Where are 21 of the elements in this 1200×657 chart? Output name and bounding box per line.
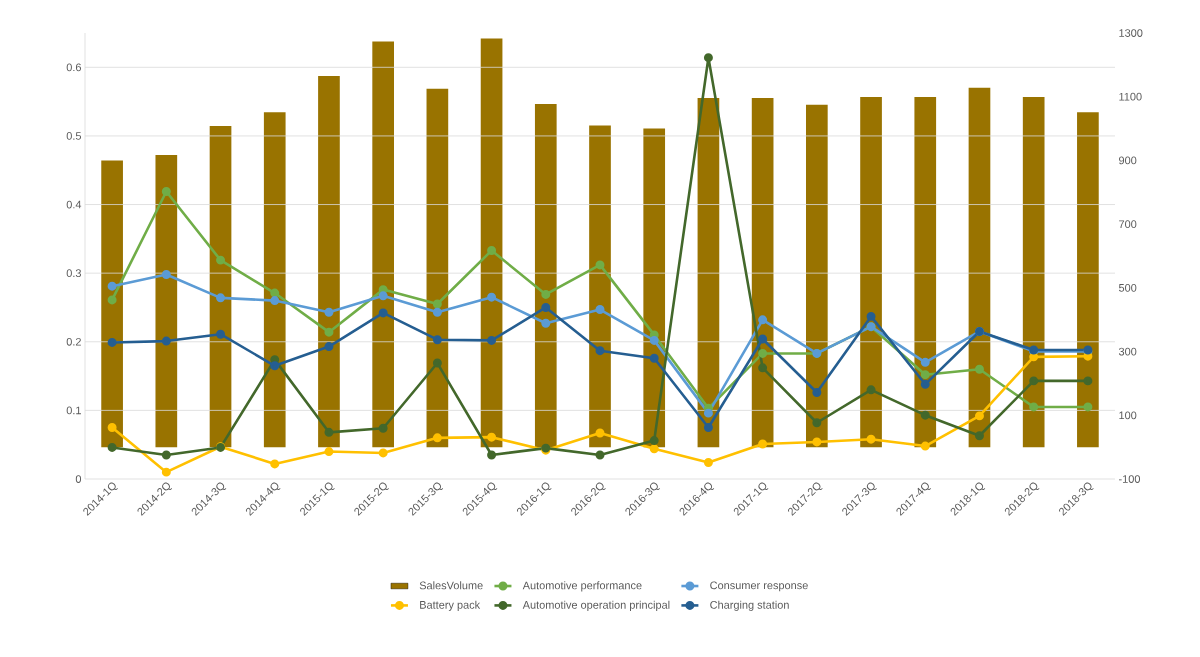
- y2-tick-label: 500: [1118, 283, 1137, 292]
- y2-tick-label: 100: [1119, 411, 1137, 420]
- y2-tick-label: 700: [1119, 220, 1137, 229]
- legend-label: SalesVolume: [419, 581, 483, 590]
- y2-tick-label: 1300: [1119, 29, 1143, 37]
- y2-tick-label: 900: [1119, 156, 1137, 165]
- y2-tick-label: -100: [1119, 475, 1141, 483]
- y-tick-label: 0.2: [66, 337, 81, 346]
- y-tick-label: 0.5: [66, 132, 82, 140]
- legend-label: Consumer response: [710, 581, 808, 592]
- y2-tick-label: 300: [1118, 347, 1137, 356]
- y2-tick-label: 1100: [1119, 92, 1142, 101]
- y-tick-label: 0.6: [66, 63, 81, 72]
- y-tick-label: 0.4: [66, 200, 82, 209]
- y-tick-label: 0: [75, 475, 82, 483]
- legend-label: Battery pack: [420, 600, 481, 611]
- legend-label: Automotive performance: [522, 581, 642, 592]
- legend-label: Charging station: [710, 600, 789, 611]
- legend-label: Automotive operation principal: [522, 600, 670, 611]
- y-tick-label: 0.1: [66, 406, 81, 415]
- y-tick-label: 0.3: [66, 269, 81, 278]
